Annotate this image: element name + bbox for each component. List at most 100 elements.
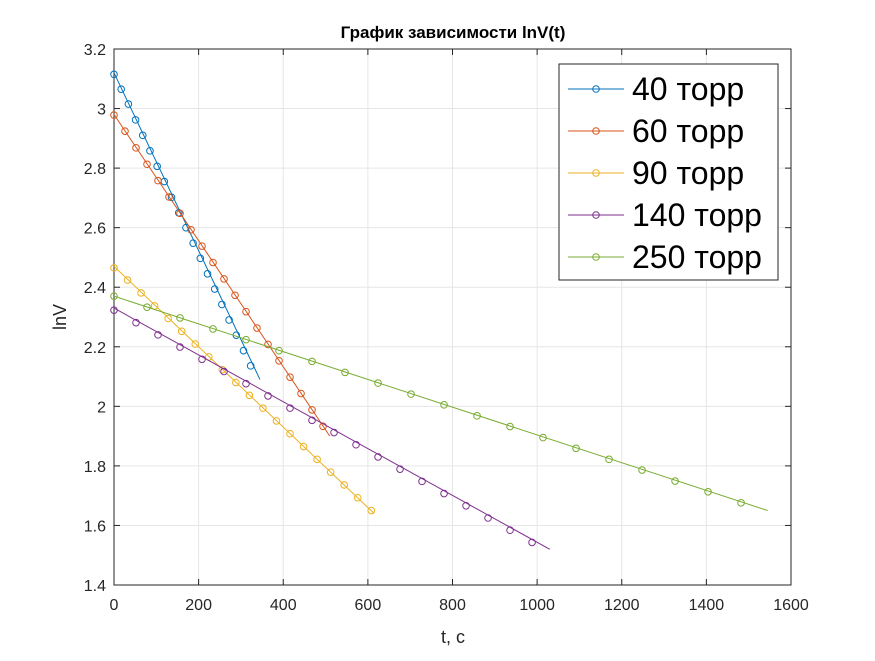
data-point	[308, 357, 316, 366]
y-tick-label: 2.2	[84, 340, 106, 357]
data-point	[203, 270, 212, 278]
legend-item: 60 торр	[568, 113, 744, 149]
data-point	[176, 209, 184, 218]
y-tick-label: 2.4	[84, 280, 106, 297]
data-point	[308, 416, 316, 425]
data-point	[330, 428, 338, 437]
data-point	[209, 325, 217, 333]
series-0	[110, 70, 261, 380]
data-point	[143, 160, 151, 169]
x-tick-label: 400	[270, 597, 297, 614]
data-point	[275, 356, 283, 365]
data-point	[198, 242, 206, 250]
data-point	[440, 401, 448, 409]
y-tick-label: 3	[97, 102, 106, 119]
legend-swatch-marker	[592, 169, 600, 177]
y-tick-label: 1.6	[84, 518, 106, 535]
legend-swatch-marker	[592, 85, 600, 93]
series-line	[113, 114, 331, 437]
data-point	[196, 254, 205, 263]
y-tick-label: 1.8	[84, 459, 106, 476]
data-point	[110, 306, 118, 314]
data-point	[506, 422, 514, 431]
data-point	[210, 285, 219, 293]
legend-label: 60 торр	[632, 113, 744, 149]
data-point	[242, 307, 250, 316]
data-point	[286, 373, 294, 381]
data-point	[177, 327, 186, 336]
data-point	[154, 176, 162, 185]
y-tick-label: 2.6	[84, 221, 106, 238]
x-tick-label: 1400	[689, 597, 725, 614]
data-point	[638, 466, 646, 474]
legend-box	[558, 63, 779, 281]
legend-label: 90 торр	[632, 155, 744, 191]
data-point	[165, 193, 173, 201]
data-point	[218, 300, 226, 309]
data-point	[374, 379, 382, 387]
data-point	[132, 318, 140, 327]
data-point	[259, 404, 267, 412]
data-point	[671, 477, 679, 485]
data-point	[191, 340, 200, 348]
data-point	[153, 162, 161, 171]
data-point	[528, 538, 536, 547]
data-point	[286, 429, 294, 438]
data-point	[253, 324, 261, 332]
data-point	[462, 501, 470, 510]
grid	[113, 48, 792, 586]
y-tick-label: 2.8	[84, 161, 106, 178]
data-point	[245, 391, 254, 400]
data-point	[137, 289, 145, 297]
data-point	[319, 422, 327, 431]
series-4	[110, 292, 768, 512]
series-3	[110, 306, 551, 550]
series-layer	[110, 70, 768, 550]
data-point	[704, 487, 712, 496]
data-point	[484, 514, 492, 522]
data-point	[123, 276, 132, 284]
data-point	[232, 378, 240, 387]
data-point	[138, 131, 147, 140]
data-point	[572, 444, 580, 453]
x-tick-label: 0	[110, 597, 119, 614]
x-tick-label: 600	[355, 597, 382, 614]
x-tick-label: 800	[439, 597, 466, 614]
x-tick-label: 1000	[519, 597, 555, 614]
legend-item: 40 торр	[568, 71, 744, 107]
data-point	[146, 147, 154, 155]
data-point	[272, 417, 281, 425]
legend-label: 40 торр	[632, 71, 744, 107]
data-point	[340, 481, 348, 489]
legend-item: 90 торр	[568, 155, 744, 191]
data-point	[367, 506, 376, 515]
legend-items: 40 торр 60 торр 90 торр 140 торр 250 торр	[568, 71, 762, 275]
legend-item: 140 торр	[568, 197, 762, 233]
data-point	[264, 392, 272, 400]
data-point	[374, 453, 382, 461]
data-point	[352, 440, 360, 449]
data-point	[286, 404, 294, 412]
y-tick-label: 1.4	[84, 578, 106, 595]
data-point	[341, 368, 349, 377]
data-point	[737, 499, 745, 507]
data-point	[506, 526, 514, 535]
data-point	[473, 412, 481, 420]
data-point	[246, 362, 255, 370]
data-point	[407, 390, 415, 398]
data-point	[220, 367, 228, 376]
x-axis-title: t, c	[441, 627, 465, 647]
data-point	[164, 314, 172, 323]
data-point	[297, 389, 305, 398]
data-point	[225, 316, 233, 324]
data-point	[275, 346, 283, 355]
legend-swatch-marker	[592, 253, 600, 261]
legend-swatch-marker	[592, 127, 600, 135]
data-point	[440, 489, 448, 498]
axis-ticks: 0 200 400 600 800 1000 1200 1400 1600 1.4 1.6 1.8 2 2…	[84, 42, 809, 614]
chart-title: График зависимости lnV(t)	[341, 23, 566, 42]
data-point	[121, 127, 129, 135]
x-tick-label: 1200	[604, 597, 640, 614]
